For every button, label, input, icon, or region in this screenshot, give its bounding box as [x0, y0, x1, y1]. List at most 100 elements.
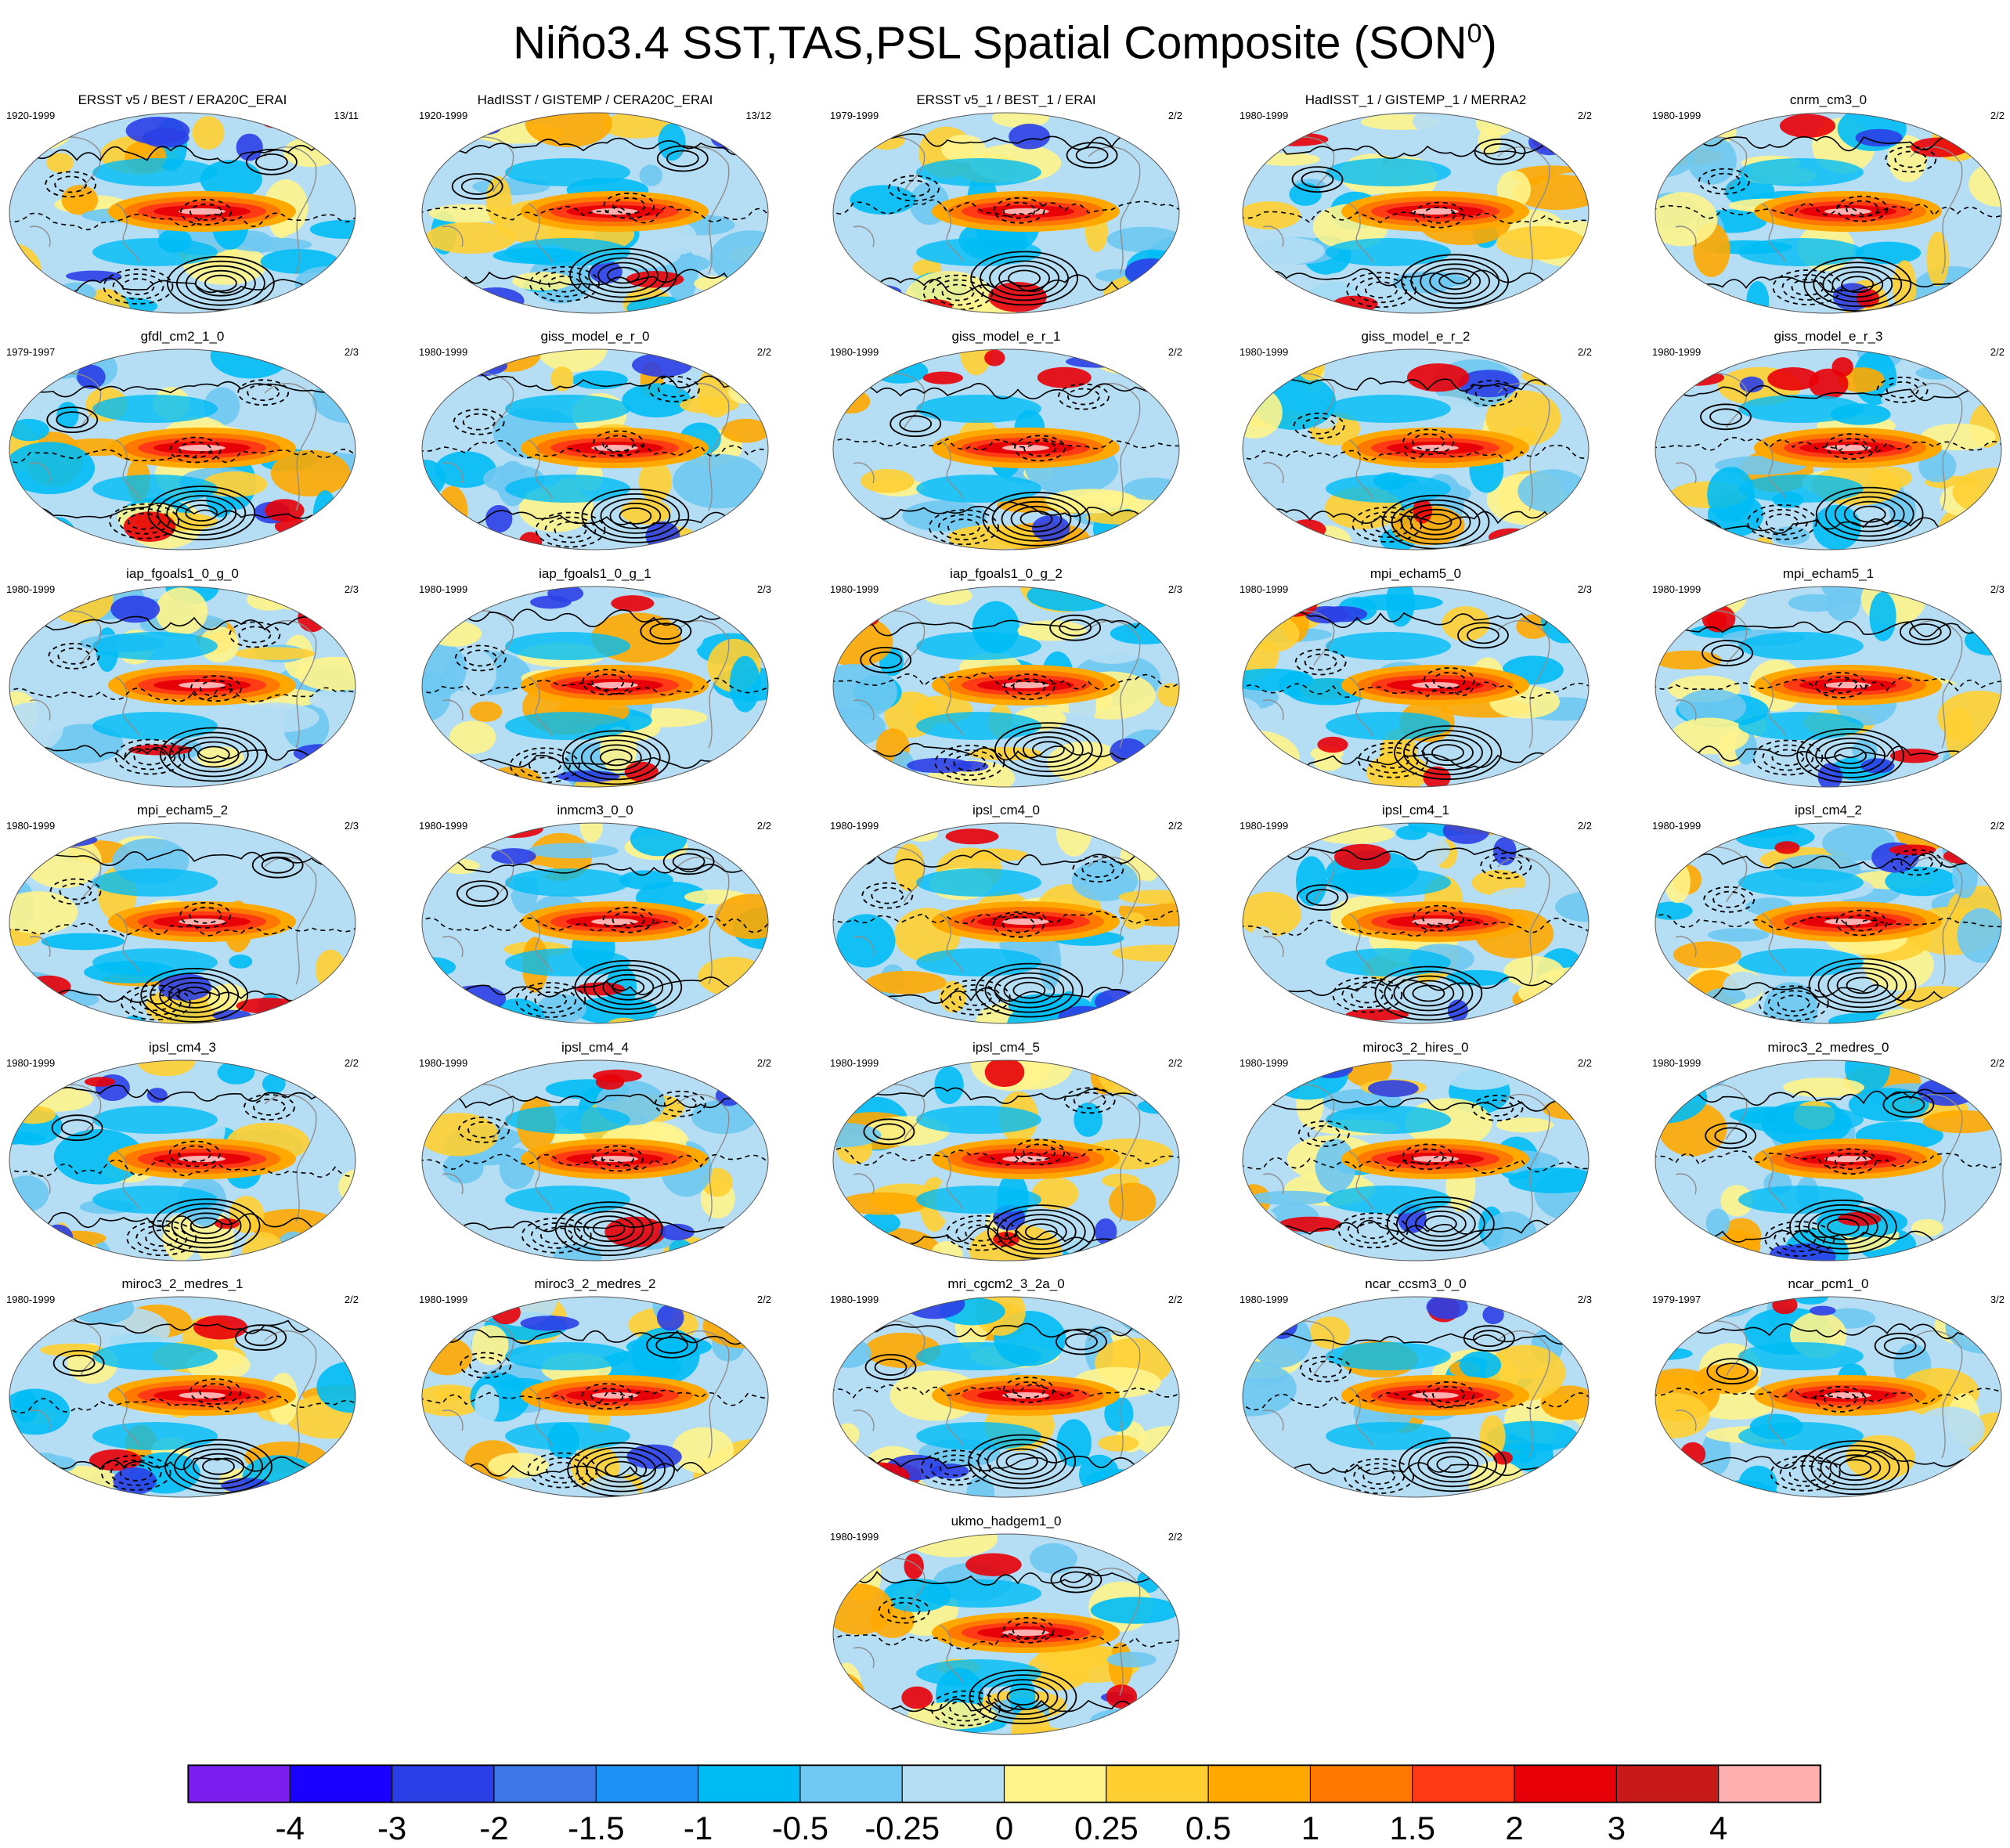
- psl-contour: [189, 906, 222, 924]
- coastline: [528, 677, 553, 737]
- psl-contour: [1409, 508, 1462, 536]
- anomaly-patch: [1655, 1392, 1710, 1438]
- psl-contour: [941, 283, 975, 301]
- psl-contour: [110, 1459, 162, 1486]
- psl-contour: [1081, 861, 1115, 878]
- title-superscript: 0: [1467, 19, 1482, 49]
- psl-contour: [1243, 377, 1589, 392]
- anomaly-patch: [639, 164, 663, 186]
- coastline: [677, 146, 730, 275]
- psl-contour: [609, 502, 662, 529]
- map-border: [1655, 1296, 2002, 1498]
- psl-contour: [1814, 1385, 1867, 1413]
- psl-contour: [152, 1198, 261, 1254]
- psl-contour: [1706, 1358, 1759, 1384]
- anomaly-patch: [1071, 860, 1139, 901]
- anomaly-patch: [1521, 1077, 1589, 1114]
- colorbar-swatch: [493, 1764, 597, 1803]
- psl-contour: [994, 972, 1065, 1009]
- nino-tongue-band: [179, 445, 226, 451]
- psl-contour: [1432, 672, 1466, 689]
- panel-years: 1980-1999: [419, 820, 468, 832]
- anomaly-patch: [309, 690, 351, 709]
- anomaly-patch: [1475, 113, 1514, 136]
- anomaly-patch: [433, 1387, 467, 1401]
- coastline: [442, 699, 464, 721]
- psl-contour: [1243, 917, 1589, 937]
- anomaly-patch: [1095, 1218, 1117, 1245]
- panel-title: mpi_echam5_2: [136, 803, 229, 818]
- anomaly-patch: [1317, 736, 1348, 753]
- anomaly-patch: [1157, 683, 1179, 707]
- cool-flank: [505, 632, 630, 660]
- psl-contour: [1655, 1450, 2001, 1469]
- psl-contour: [544, 516, 597, 543]
- coastline: [1348, 677, 1373, 737]
- psl-contour: [994, 722, 1102, 778]
- map-panel: giss_model_e_r_3 1980-1999 2/2: [1652, 329, 2005, 556]
- psl-contour: [1831, 271, 1884, 298]
- psl-contour: [1243, 508, 1589, 525]
- psl-contour: [1022, 736, 1074, 763]
- map-field: [9, 1297, 355, 1497]
- psl-contour: [161, 1203, 251, 1249]
- cool-flank: [92, 632, 218, 660]
- panel-title: miroc3_2_medres_0: [1767, 1040, 1889, 1055]
- panel-years: 1980-1999: [1240, 346, 1289, 358]
- anomaly-patch: [833, 1704, 892, 1734]
- anomaly-patch: [1496, 226, 1586, 260]
- composite-map: [1242, 822, 1590, 1024]
- coastline: [115, 1387, 140, 1447]
- map-panel: miroc3_2_medres_1 1980-1999 2/2: [6, 1276, 359, 1503]
- coastline: [1348, 913, 1373, 973]
- anomaly-patch: [724, 602, 768, 623]
- anomaly-patch: [1243, 891, 1302, 937]
- map-border: [1655, 586, 2002, 788]
- anomaly-patch: [215, 1218, 240, 1229]
- coastline: [1262, 699, 1284, 721]
- anomaly-patch: [1351, 594, 1443, 611]
- anomaly-patch: [422, 1113, 499, 1157]
- anomaly-patch: [1110, 623, 1179, 644]
- anomaly-patch: [1243, 1361, 1297, 1417]
- psl-contour: [1243, 1333, 1589, 1346]
- panel-count: 2/2: [344, 1057, 359, 1069]
- psl-contour: [1899, 619, 1951, 645]
- panel-years: 1980-1999: [830, 1057, 879, 1069]
- panel-years: 1980-1999: [1240, 1294, 1289, 1305]
- map-border: [1242, 822, 1590, 1024]
- anomaly-patch: [1243, 991, 1310, 1023]
- panel-years: 1980-1999: [830, 346, 879, 358]
- anomaly-patch: [593, 1069, 642, 1083]
- psl-contour: [1764, 1221, 1835, 1258]
- anomaly-patch: [571, 370, 628, 390]
- composite-map: [832, 1296, 1180, 1498]
- psl-contour: [1393, 975, 1464, 1012]
- anomaly-patch: [137, 1060, 196, 1077]
- anomaly-patch: [1243, 201, 1301, 230]
- anomaly-patch: [1555, 356, 1588, 389]
- anomaly-patch: [833, 1315, 858, 1328]
- composite-map: [1655, 586, 2002, 788]
- anomaly-patch: [262, 117, 291, 128]
- psl-contour: [1774, 1225, 1826, 1253]
- psl-contour: [1001, 500, 1072, 537]
- psl-contour: [168, 731, 258, 778]
- anomaly-patch: [1946, 1168, 2001, 1221]
- psl-contour: [582, 669, 634, 695]
- anomaly-patch: [1479, 1415, 1506, 1458]
- anomaly-patch: [13, 737, 39, 785]
- psl-contour: [1002, 1616, 1055, 1644]
- psl-contour: [1422, 206, 1456, 224]
- psl-contour: [982, 491, 1091, 547]
- psl-contour: [1474, 138, 1526, 165]
- anomaly-patch: [1313, 753, 1343, 771]
- psl-contour: [1438, 273, 1472, 291]
- panel-title: giss_model_e_r_1: [951, 329, 1061, 344]
- psl-contour: [229, 621, 281, 648]
- coastline: [677, 619, 730, 749]
- anomaly-patch: [939, 980, 967, 1012]
- psl-contour: [128, 512, 161, 530]
- psl-contour: [1846, 200, 1879, 218]
- psl-contour: [9, 381, 355, 398]
